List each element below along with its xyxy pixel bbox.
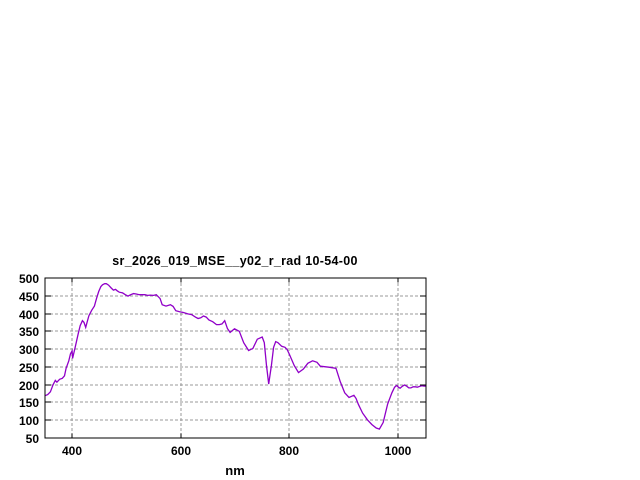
svg-text:800: 800 xyxy=(279,444,299,458)
svg-text:450: 450 xyxy=(19,290,39,304)
svg-text:350: 350 xyxy=(19,325,39,339)
svg-text:100: 100 xyxy=(19,414,39,428)
svg-text:150: 150 xyxy=(19,396,39,410)
svg-text:300: 300 xyxy=(19,343,39,357)
svg-text:250: 250 xyxy=(19,361,39,375)
svg-text:50: 50 xyxy=(26,432,40,446)
svg-text:400: 400 xyxy=(19,308,39,322)
svg-text:600: 600 xyxy=(171,444,191,458)
svg-text:sr_2026_019_MSE__y02_r_rad 10-: sr_2026_019_MSE__y02_r_rad 10-54-00 xyxy=(112,254,357,268)
svg-text:400: 400 xyxy=(62,444,82,458)
svg-text:200: 200 xyxy=(19,379,39,393)
svg-text:500: 500 xyxy=(19,272,39,286)
svg-text:nm: nm xyxy=(225,463,245,478)
svg-text:1000: 1000 xyxy=(385,444,412,458)
